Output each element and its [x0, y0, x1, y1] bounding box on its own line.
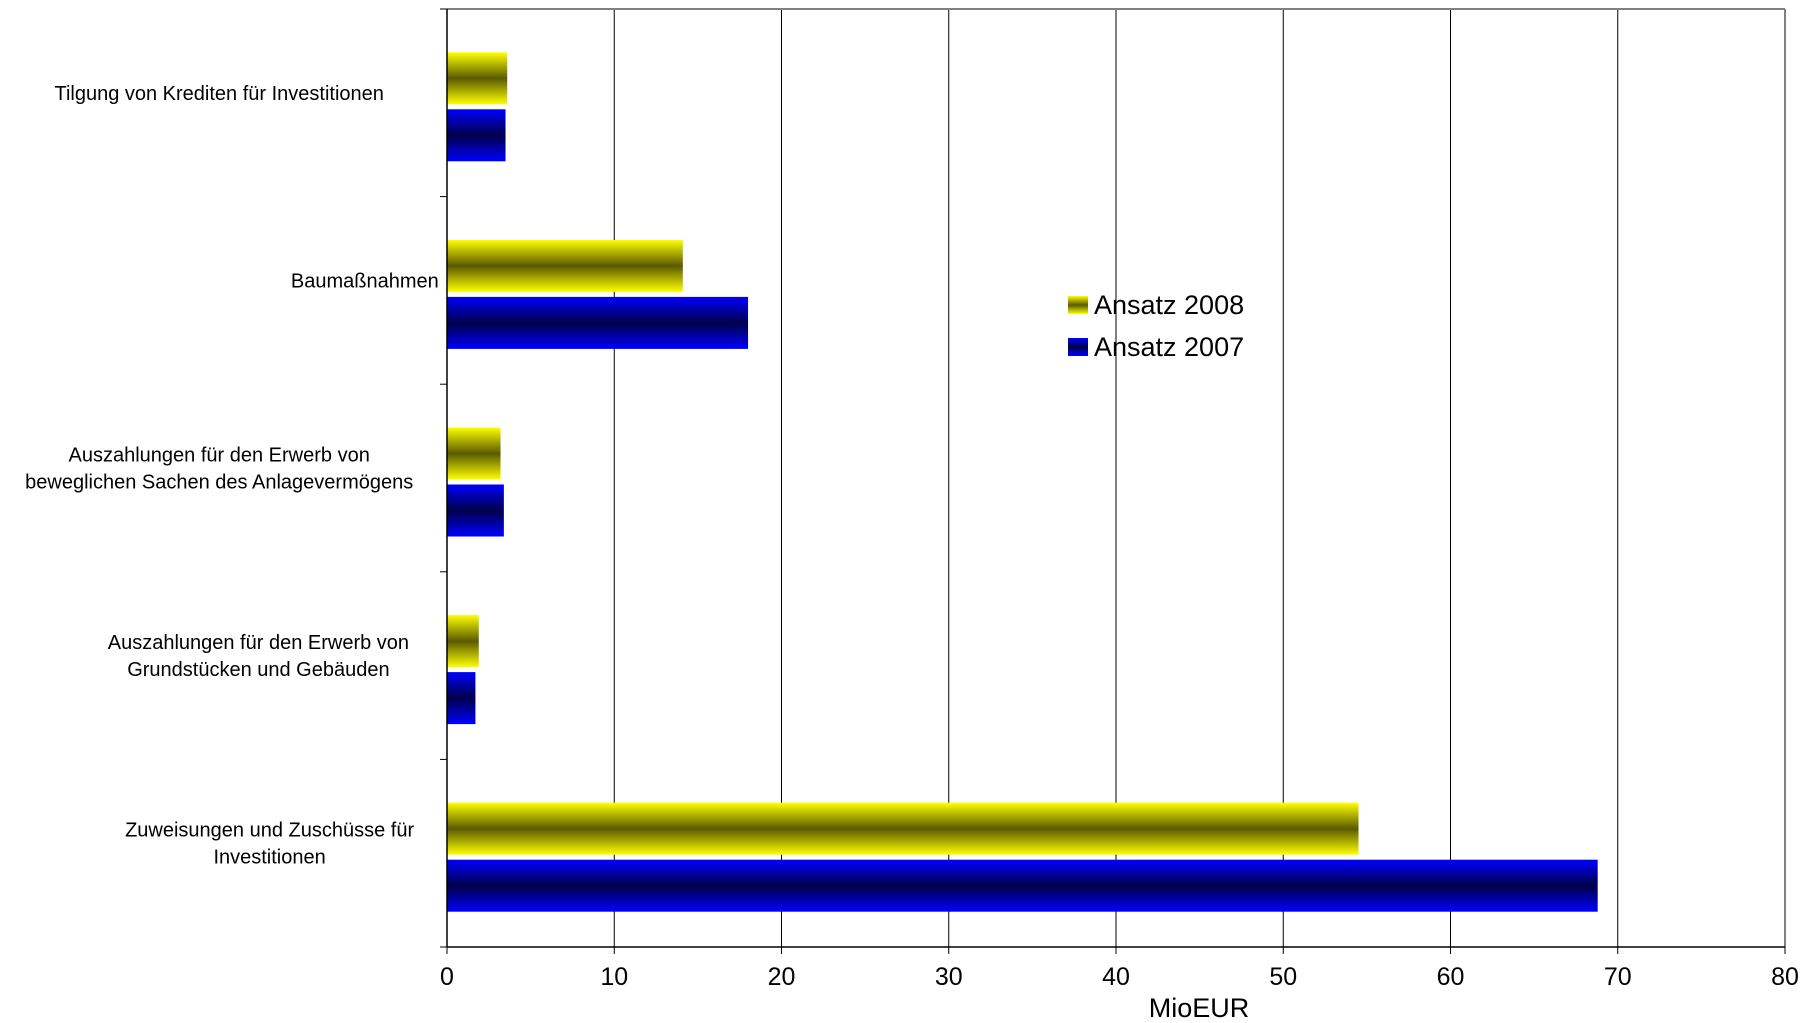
- category-label: Auszahlungen für den Erwerb von Grundstüc…: [108, 632, 409, 681]
- bar-ansatz-2008: [447, 802, 1359, 855]
- x-tick-label: 80: [1771, 963, 1799, 991]
- label-layer: 0 10 20 30 40 50 60 70 80 Tilgung von Krediten fü…: [25, 83, 1799, 1023]
- bar-ansatz-2007: [447, 859, 1598, 912]
- bar-ansatz-2007: [447, 296, 749, 349]
- legend-swatch-ansatz-2007: [1068, 338, 1088, 356]
- category-label: Tilgung von Krediten für Investitionen: [54, 83, 383, 105]
- x-tick-label: 20: [768, 963, 796, 991]
- bar-ansatz-2008: [447, 52, 508, 105]
- x-axis-title: MioEUR: [1149, 993, 1250, 1018]
- legend-swatch-ansatz-2008: [1068, 296, 1088, 314]
- x-tick-label: 50: [1269, 963, 1297, 991]
- x-tick-label: 0: [440, 963, 454, 991]
- bar-ansatz-2008: [447, 427, 501, 480]
- category-label: Auszahlungen für den Erwerb von beweglich…: [25, 445, 413, 494]
- x-tick-label: 70: [1604, 963, 1632, 991]
- x-tick-label: 30: [935, 963, 963, 991]
- x-tick-label: 60: [1437, 963, 1465, 991]
- bar-ansatz-2007: [447, 672, 476, 725]
- bar-ansatz-2008: [447, 615, 479, 668]
- category-label: Baumaßnahmen: [291, 270, 439, 292]
- axis-layer: [440, 8, 1786, 954]
- category-label: Zuweisungen und Zuschüsse für Investition…: [125, 820, 414, 869]
- legend-label: Ansatz 2007: [1094, 332, 1244, 362]
- bar-layer: [447, 52, 1598, 912]
- x-tick-label: 10: [600, 963, 628, 991]
- bar-ansatz-2008: [447, 239, 683, 292]
- legend: Ansatz 2008 Ansatz 2007: [1068, 290, 1244, 362]
- grid-layer: [613, 9, 1786, 947]
- bar-ansatz-2007: [447, 109, 506, 162]
- bar-ansatz-2007: [447, 484, 504, 537]
- legend-label: Ansatz 2008: [1094, 290, 1244, 320]
- x-tick-label: 40: [1102, 963, 1130, 991]
